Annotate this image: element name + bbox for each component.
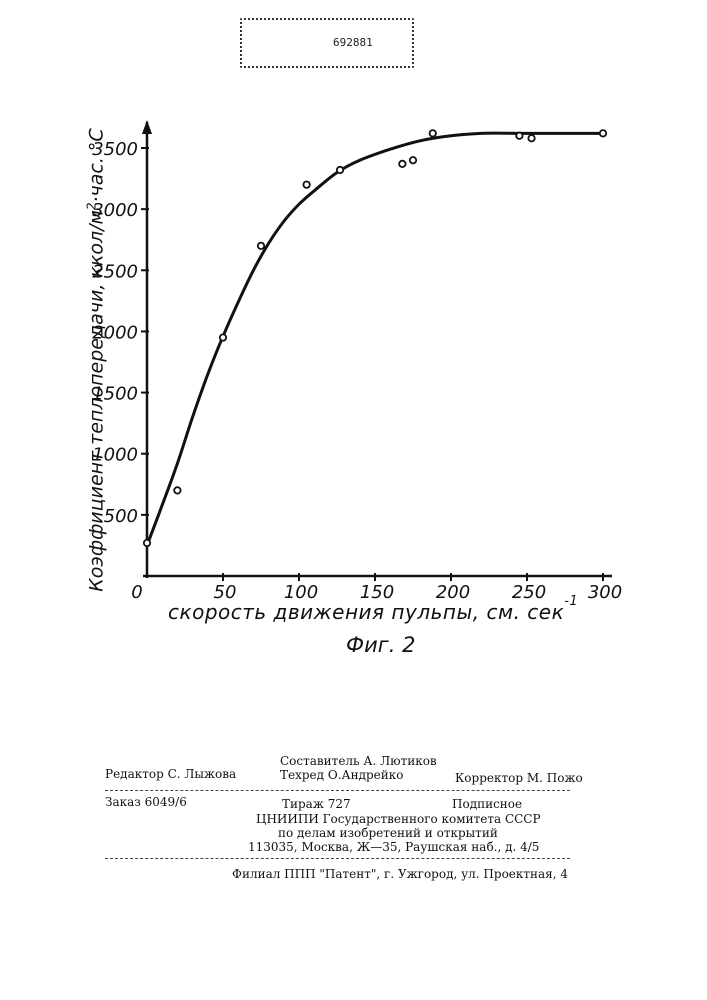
data-point xyxy=(220,334,226,340)
y-axis-label-main: Коэффициент теплопередачи, ккол/м xyxy=(86,210,108,592)
data-point xyxy=(337,167,343,173)
data-point xyxy=(430,130,436,136)
x-tick-label: 300 xyxy=(588,582,622,603)
y-axis-arrow xyxy=(142,120,152,134)
data-point xyxy=(399,161,405,167)
credit-compiler: Составитель А. Лютиков xyxy=(280,754,437,768)
credit-order: Заказ 6049/6 xyxy=(105,795,187,809)
credit-org-line1: ЦНИИПИ Государственного комитета СССР xyxy=(256,812,541,826)
data-point xyxy=(516,133,522,139)
divider-bottom xyxy=(105,858,570,859)
divider-top xyxy=(105,790,570,791)
data-point xyxy=(410,157,416,163)
data-point xyxy=(258,243,264,249)
credit-address: 113035, Москва, Ж—35, Раушская наб., д. … xyxy=(248,840,539,854)
credit-editor: Редактор С. Лыжова xyxy=(105,767,236,781)
credit-techred: Техред О.Андрейко xyxy=(280,768,404,782)
y-tick-label: 500 xyxy=(104,506,138,527)
data-point xyxy=(144,540,150,546)
credit-circulation: Тираж 727 xyxy=(282,797,351,811)
credit-subscription: Подписное xyxy=(452,797,522,811)
fit-curve xyxy=(147,133,603,545)
data-point xyxy=(528,135,534,141)
data-point xyxy=(303,181,309,187)
x-axis-label: скорость движения пульпы, см. сек-1 xyxy=(168,600,578,624)
y-axis-label-tail: ·час. °С xyxy=(86,128,108,202)
data-point xyxy=(174,487,180,493)
y-axis-label-sup: 2 xyxy=(84,203,98,211)
credit-org-line2: по делам изобретений и открытий xyxy=(278,826,498,840)
x-axis-label-sup: -1 xyxy=(564,594,578,609)
credit-branch: Филиал ППП "Патент", г. Ужгород, ул. Про… xyxy=(232,867,568,881)
y-axis-label: Коэффициент теплопередачи, ккол/м2·час. … xyxy=(84,120,107,600)
data-point xyxy=(600,130,606,136)
x-tick-label: 0 xyxy=(131,582,142,603)
credit-corrector: Корректор М. Пожо xyxy=(455,771,583,785)
figure-label: Фиг. 2 xyxy=(346,633,415,657)
x-axis-label-main: скорость движения пульпы, см. сек xyxy=(168,600,564,624)
